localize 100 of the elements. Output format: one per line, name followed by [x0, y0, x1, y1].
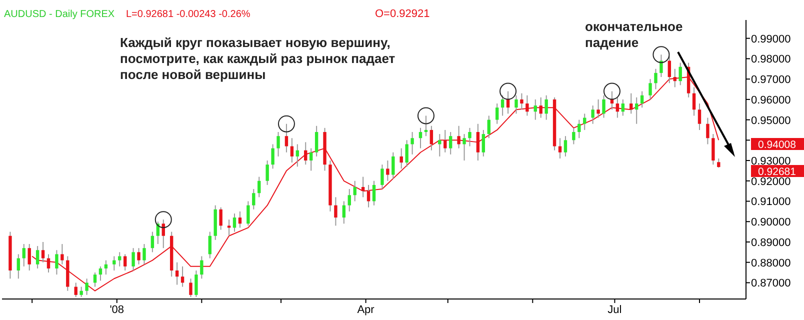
candlestick [342, 200, 346, 224]
candlestick [284, 123, 288, 153]
candlestick [123, 254, 127, 271]
candlestick [660, 54, 663, 78]
candlestick [137, 248, 140, 265]
candlestick [208, 231, 212, 259]
y-tick-label: 0.96000 [751, 94, 791, 106]
candlestick [462, 134, 466, 162]
candlestick [692, 86, 696, 116]
candlestick [132, 248, 135, 271]
candlestick [634, 96, 638, 124]
candlestick [706, 117, 710, 145]
candlestick [482, 129, 486, 157]
candlestick [348, 188, 351, 212]
annotation: Каждый круг показывает новую вершину, посмотрите, как каждый раз рынок падает после новой вершины [120, 35, 396, 82]
candlestick [698, 102, 702, 130]
y-tick-label: 0.99000 [751, 33, 791, 46]
candlestick [476, 123, 480, 162]
candlestick [85, 278, 88, 296]
candlestick [654, 68, 658, 90]
candlestick [583, 113, 586, 130]
candlestick [444, 129, 447, 153]
candlestick [60, 244, 64, 265]
candlestick [717, 158, 720, 168]
candlestick [80, 286, 83, 298]
candlestick [93, 272, 97, 288]
candlestick [219, 206, 222, 230]
candlestick [290, 138, 294, 164]
candlestick [366, 184, 370, 208]
candlestick [296, 144, 300, 168]
candlestick [36, 246, 40, 269]
y-tick-label: 0.95000 [751, 114, 791, 127]
candlestick [400, 148, 403, 170]
candlestick [572, 127, 576, 145]
text: 0.94008 [758, 138, 796, 151]
candlestick [353, 180, 356, 202]
candlestick [500, 94, 504, 116]
candlestick [334, 196, 338, 226]
candlestick [534, 98, 537, 120]
candlestick [526, 94, 529, 116]
candlestick [591, 105, 594, 124]
text: O=0.92921 [375, 8, 430, 20]
candlestick [520, 92, 524, 110]
candlestick [640, 90, 644, 108]
candlestick [438, 134, 442, 157]
y-tick-label: 0.97000 [751, 74, 791, 86]
candlestick [506, 90, 510, 114]
candlestick [232, 212, 236, 232]
y-tick-label: 0.87000 [751, 278, 791, 290]
candlestick [46, 254, 50, 274]
candlestick [189, 278, 192, 298]
candlestick [602, 94, 606, 118]
text: 0.92681 [758, 166, 796, 178]
candlestick [386, 160, 390, 182]
y-tick-label: 0.98000 [751, 54, 791, 66]
candlestick [258, 176, 261, 198]
candlestick [648, 78, 652, 100]
candlestick [22, 244, 26, 267]
candlestick [544, 94, 548, 120]
candlestick [539, 96, 542, 118]
candlestick [495, 102, 499, 124]
annotation: окончательное падение [585, 19, 683, 50]
candlestick [361, 176, 365, 198]
chart-title: AUDUSD - Daily FOREX [4, 9, 115, 20]
candlestick [200, 256, 204, 280]
candlestick [16, 254, 20, 280]
candlestick [392, 152, 395, 180]
y-tick-label: 0.88000 [751, 257, 791, 270]
candlestick [314, 125, 318, 157]
y-tick-label: 0.90000 [751, 216, 791, 229]
candlestick [610, 90, 614, 110]
candlestick [227, 219, 231, 236]
y-tick-label: 0.92000 [751, 176, 791, 188]
candlestick [430, 125, 434, 151]
y-tick-label: 0.91000 [751, 196, 791, 208]
candlestick [252, 188, 256, 210]
candlestick [98, 266, 102, 282]
candlestick [194, 270, 198, 298]
candlestick [410, 132, 414, 155]
candlestick [175, 262, 179, 286]
x-tick-label: '08 [110, 304, 124, 316]
x-tick-label: Jul [608, 304, 622, 316]
candlestick [564, 136, 568, 157]
candlestick [118, 252, 122, 267]
candlestick [180, 266, 184, 288]
candlestick [266, 160, 269, 186]
candlestick [418, 127, 422, 149]
candlestick [405, 140, 408, 168]
candlestick [372, 180, 376, 206]
candlestick [276, 132, 280, 157]
candlestick [487, 115, 490, 139]
chart-subtitle: L=0.92681 -0.00243 -0.26% [126, 9, 250, 20]
candlestick [578, 119, 581, 139]
candlestick [238, 210, 242, 228]
candlestick [630, 92, 633, 114]
candlestick [246, 200, 250, 226]
x-tick-label: Apr [357, 304, 375, 316]
y-tick-label: 0.89000 [751, 236, 791, 249]
candlestick [514, 94, 518, 114]
candlestick [142, 244, 146, 265]
